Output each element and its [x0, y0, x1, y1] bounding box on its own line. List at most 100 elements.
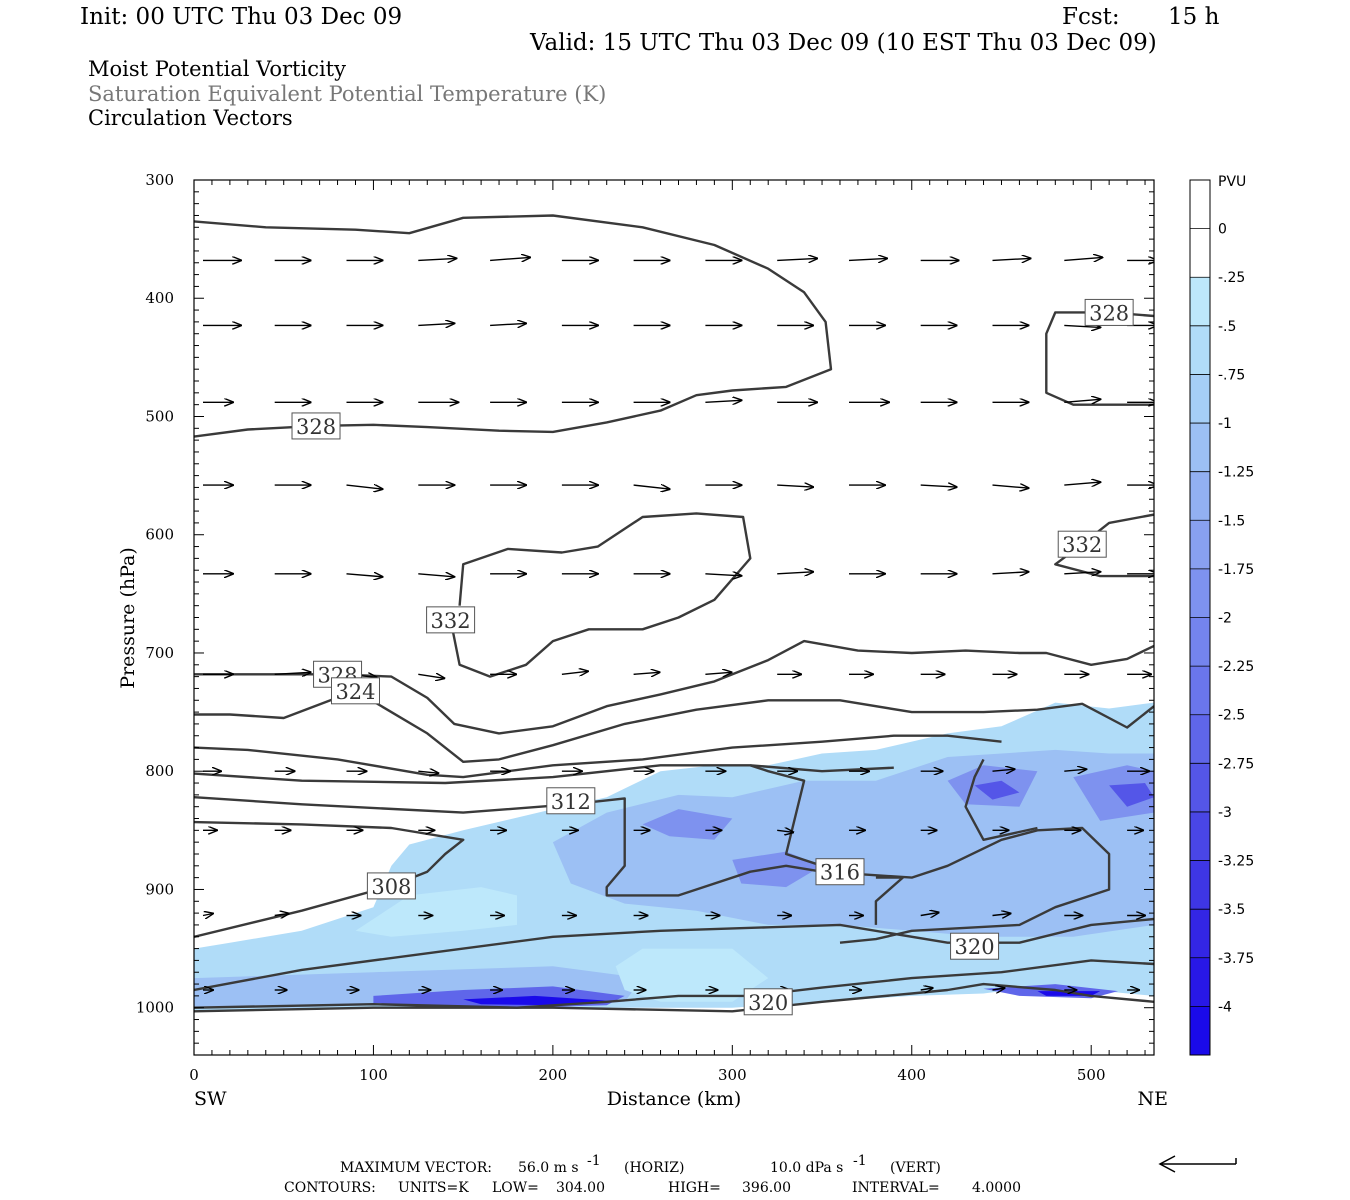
pv-shade-region-10	[463, 995, 607, 1006]
vector-arrow-3-10	[920, 485, 957, 487]
contours-label: CONTOURS:	[284, 1180, 376, 1196]
colorbar-swatch-16	[1190, 957, 1210, 1007]
vector-arrow-4-11	[992, 572, 1029, 574]
colorbar-swatch-14	[1190, 860, 1210, 910]
vector-arrow-1-4	[490, 323, 526, 325]
vector-arrow-6-12	[1064, 769, 1086, 771]
vector-arrow-8-11	[992, 914, 1011, 916]
vector-arrow-9-10	[920, 988, 933, 990]
contours-interval-value: 4.0000	[972, 1180, 1021, 1196]
vector-arrow-4-7	[705, 574, 741, 576]
vector-arrow-7-8	[777, 830, 793, 832]
contour-label-box	[291, 412, 341, 440]
footer: MAXIMUM VECTOR: 56.0 m s -1 (HORIZ) 10.0…	[284, 1153, 1237, 1196]
colorbar-tick-label: -1	[1218, 416, 1232, 432]
vector-arrow-0-11	[992, 258, 1031, 260]
contours-units: UNITS=K	[398, 1180, 469, 1196]
colorbar-swatch-4	[1190, 374, 1210, 424]
contour-label-text: 332	[431, 609, 471, 633]
contour-label-box	[1084, 298, 1134, 326]
colorbar-swatch-10	[1190, 666, 1210, 716]
colorbar-swatch-6	[1190, 471, 1210, 521]
pv-shade-region-2	[642, 809, 733, 840]
pv-shade-region-14	[355, 887, 517, 937]
colorbar-units: PVU	[1218, 174, 1246, 190]
vector-arrow-0-12	[1064, 257, 1102, 260]
contour-label-box	[815, 858, 865, 886]
colorbar-tick-label: -3.25	[1218, 854, 1254, 870]
contours-low-label: LOW=	[492, 1180, 539, 1196]
contour-label-box	[426, 606, 476, 634]
vector-arrow-0-8	[777, 258, 817, 260]
vector-arrow-4-2	[346, 574, 383, 577]
vector-arrow-3-2	[346, 485, 383, 489]
theta-es-contour-15	[194, 982, 1154, 1013]
contour-label-8: 316	[815, 858, 865, 886]
vector-arrow-4-3	[418, 574, 454, 577]
horiz-max-exp: -1	[587, 1153, 601, 1169]
vector-arrow-6-3	[418, 771, 438, 773]
contour-label-5: 324	[330, 677, 380, 705]
vector-arrow-9-11	[992, 988, 1005, 990]
vector-arrow-8-1	[274, 914, 289, 916]
vert-max-value: 10.0 dPa s	[770, 1160, 843, 1176]
y-tick-label: 1000	[136, 999, 174, 1017]
contour-label-box	[743, 988, 793, 1016]
reference-vector-arrow	[1158, 1155, 1237, 1173]
contours-high-label: HIGH=	[668, 1180, 721, 1196]
x-left-label: SW	[194, 1088, 227, 1110]
contour-label-box	[366, 872, 416, 900]
contours-low-value: 304.00	[556, 1180, 605, 1196]
forecast-label: Fcst:	[1062, 4, 1120, 30]
colorbar-swatch-2	[1190, 277, 1210, 327]
colorbar-swatch-8	[1190, 568, 1210, 618]
y-tick-label: 600	[145, 526, 174, 544]
horiz-max-value: 56.0 m s	[518, 1160, 579, 1176]
y-tick-label: 800	[145, 762, 174, 780]
vector-arrow-6-11	[992, 769, 1015, 771]
colorbar-tick-label: -3.75	[1218, 951, 1254, 967]
vector-arrow-4-8	[777, 572, 813, 574]
contour-label-text: 312	[551, 790, 591, 814]
contour-label-text: 324	[335, 680, 375, 704]
horiz-max-unit: (HORIZ)	[624, 1160, 684, 1176]
contour-label-0: 328	[291, 412, 341, 440]
colorbar-tick-label: -3.5	[1218, 902, 1245, 918]
contours-high-value: 396.00	[742, 1180, 791, 1196]
colorbar-swatch-13	[1190, 811, 1210, 862]
colorbar-swatch-5	[1190, 423, 1210, 473]
circulation-vectors	[202, 257, 1154, 990]
contour-label-text: 316	[820, 861, 860, 885]
x-tick-label: 500	[1077, 1066, 1106, 1084]
vector-arrow-2-12	[1064, 399, 1100, 402]
contour-label-1: 328	[1084, 298, 1134, 326]
pv-shade-region-6	[974, 780, 1020, 800]
theta-es-contour-0	[194, 214, 833, 438]
colorbar-tick-label: -3	[1218, 805, 1232, 821]
colorbar-tick-label: -4	[1218, 999, 1232, 1015]
y-axis-ticks: 300 400 500 600 700 800 900 1000	[136, 171, 174, 1017]
vector-arrow-3-6	[633, 485, 670, 489]
contour-label-3: 332	[1057, 530, 1107, 558]
vert-max-exp: -1	[853, 1153, 867, 1169]
vector-arrow-5-7	[705, 672, 731, 674]
theta-es-contour-9	[194, 820, 465, 938]
theta-es-contour-12	[194, 917, 1154, 992]
y-axis-title: Pressure (hPa)	[117, 547, 139, 689]
colorbar-tick-label: 0	[1218, 222, 1227, 238]
x-axis-title: Distance (km)	[607, 1088, 742, 1110]
y-tick-label: 900	[145, 880, 174, 898]
theta-es-contour-8	[194, 796, 1111, 944]
x-tick-label: 400	[897, 1066, 926, 1084]
colorbar-tick-label: -.25	[1218, 270, 1245, 286]
pv-shading	[194, 702, 1154, 1011]
vector-arrow-5-6	[633, 672, 660, 674]
vector-arrow-5-3	[418, 674, 444, 678]
contour-label-box	[330, 677, 380, 705]
init-time: Init: 00 UTC Thu 03 Dec 09	[80, 4, 402, 30]
contour-label-box	[546, 787, 596, 815]
vector-arrow-3-11	[992, 485, 1029, 488]
